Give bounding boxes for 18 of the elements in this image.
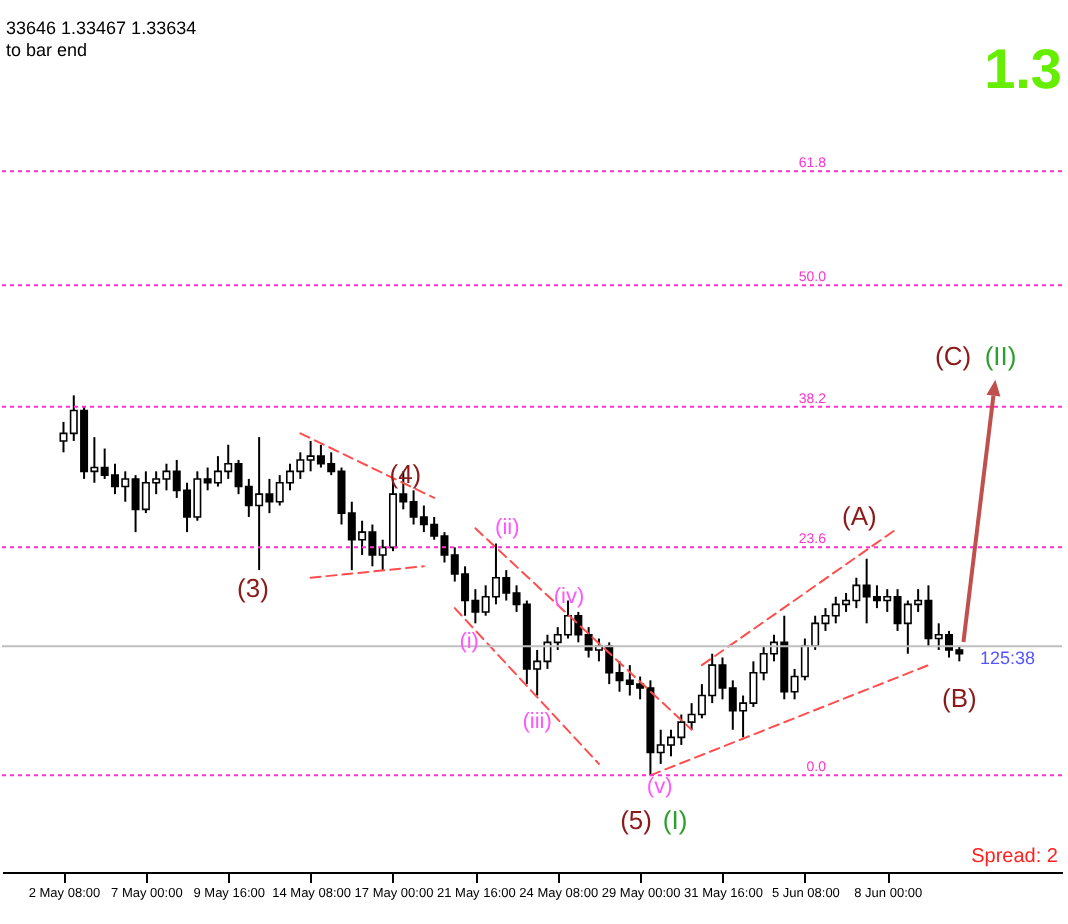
- text: 1.3: [984, 38, 1062, 100]
- text: to bar end: [6, 40, 88, 60]
- annotation: (A): [842, 500, 877, 531]
- annotation: (ii): [495, 516, 520, 541]
- text: (II): [984, 341, 1017, 372]
- text: (5): [620, 804, 652, 835]
- annotation: (3): [237, 573, 269, 604]
- annotation: (B): [941, 683, 977, 714]
- text: (I): [662, 804, 688, 835]
- text: (C): [935, 341, 972, 372]
- text: Spread: 2: [971, 846, 1059, 868]
- annotation: (i): [459, 630, 479, 655]
- text: 125:38: [979, 647, 1035, 668]
- annotation: (4): [389, 459, 422, 490]
- annotation: (v): [646, 774, 673, 799]
- text: 33646 1.33467 1.33634: [6, 18, 197, 38]
- annotation: (iv): [553, 584, 585, 609]
- annotation: (iii): [522, 710, 552, 735]
